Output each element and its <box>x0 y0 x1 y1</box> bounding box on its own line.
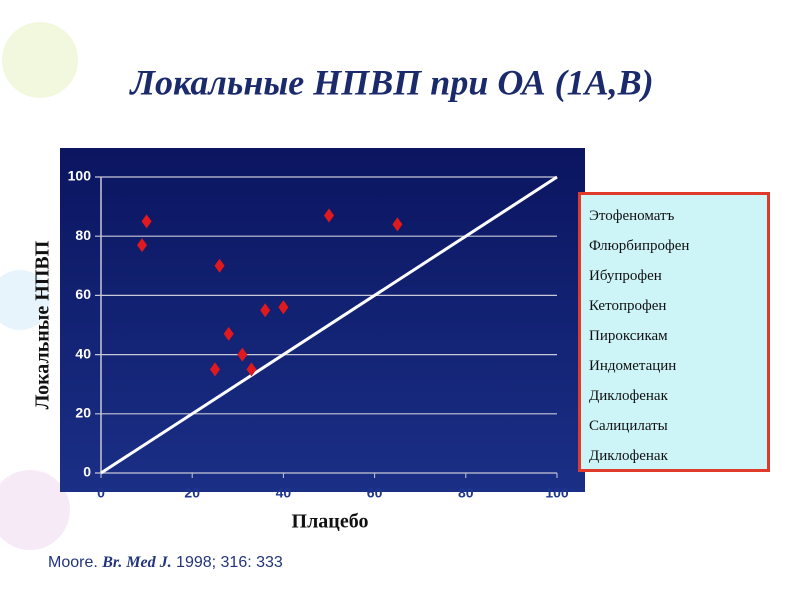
drug-name: Диклофенак <box>589 388 668 404</box>
point <box>324 208 334 223</box>
y-tick-label: 60 <box>75 286 91 302</box>
x-tick-label: 100 <box>545 485 569 501</box>
point <box>260 303 271 318</box>
point <box>210 362 220 377</box>
drug-name: Кетопрофен <box>589 298 667 314</box>
drug-name: Пироксикам <box>589 328 668 344</box>
x-axis-title: Плацебо <box>292 511 369 533</box>
drug-name: Ибупрофен <box>589 268 662 284</box>
citation: Moore. Br. Med J. 1998; 316: 333 <box>48 554 283 572</box>
x-tick-label: 40 <box>276 485 292 501</box>
y-tick-label: 20 <box>75 405 91 421</box>
citation-author: Moore. <box>48 554 98 571</box>
x-tick-label: 80 <box>458 485 474 501</box>
reference-line <box>100 175 558 475</box>
point <box>278 300 289 315</box>
y-tick-label: 40 <box>75 345 91 361</box>
y-tick-label: 100 <box>68 168 92 184</box>
drug-name: Флюрбипрофен <box>589 238 690 254</box>
decoration <box>0 270 50 330</box>
point <box>141 214 152 229</box>
point <box>137 238 148 253</box>
y-tick-label: 0 <box>83 464 91 480</box>
drug-name: Индометацин <box>589 358 677 374</box>
citation-ref: 1998; 316: 333 <box>176 554 283 571</box>
y-axis-title: Локальные НПВП <box>32 240 54 409</box>
point <box>392 217 403 232</box>
chart-title: Локальные НПВП при ОА (1А,В) <box>128 62 653 102</box>
decoration <box>2 22 78 98</box>
point <box>214 258 225 273</box>
y-tick-label: 80 <box>75 227 91 243</box>
point <box>237 347 248 362</box>
plot-background <box>60 148 585 492</box>
point <box>246 362 257 377</box>
drug-list: Этофеноматъ Флюрбипрофен Ибупрофен Кетопроф… <box>578 192 770 472</box>
decoration <box>0 470 70 550</box>
drug-name: Салицилаты <box>589 418 668 434</box>
x-tick-label: 0 <box>97 485 105 501</box>
point <box>223 326 234 341</box>
citation-journal: Br. Med J. <box>102 554 172 571</box>
x-tick-label: 60 <box>367 485 383 501</box>
drug-name: Этофеноматъ <box>589 208 675 224</box>
x-tick-label: 20 <box>184 485 200 501</box>
drug-name: Диклофенак <box>589 448 668 464</box>
